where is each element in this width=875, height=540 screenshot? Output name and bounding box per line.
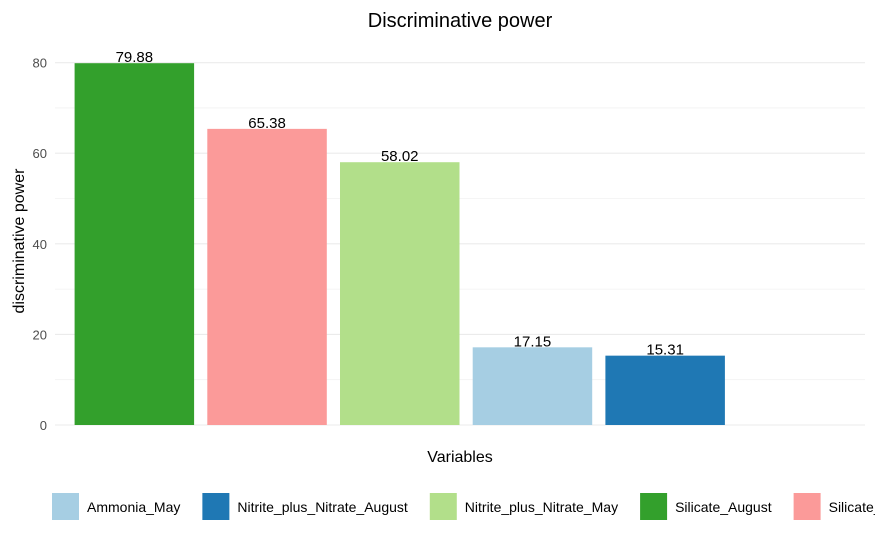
legend-swatch [202, 493, 230, 520]
legend-swatch [640, 493, 668, 520]
x-axis-label: Variables [427, 449, 493, 466]
y-axis-ticks: 0 20 40 60 80 [33, 56, 47, 433]
data-label: 79.88 [116, 49, 154, 66]
data-label: 65.38 [248, 115, 286, 132]
legend-label: Nitrite_plus_Nitrate_August [237, 499, 408, 515]
legend-item: Silicate_May [793, 493, 875, 520]
y-tick-label: 0 [40, 418, 47, 433]
data-label: 58.02 [381, 148, 419, 165]
legend-label: Silicate_May [829, 499, 875, 515]
y-tick-label: 20 [33, 327, 47, 342]
legend-label: Nitrite_plus_Nitrate_May [465, 499, 618, 515]
legend-label: Ammonia_May [87, 499, 180, 515]
data-label: 15.31 [646, 342, 684, 359]
legend-swatch [793, 493, 821, 520]
bars [74, 63, 725, 426]
bar-silicate_august [74, 63, 195, 426]
y-axis-label: discriminative power [11, 168, 28, 314]
y-tick-label: 60 [33, 146, 47, 161]
legend-item: Silicate_August [640, 493, 772, 520]
legend-swatch [429, 493, 457, 520]
bar-silicate_may [207, 128, 327, 425]
legend-swatch [52, 493, 79, 520]
legend-item: Nitrite_plus_Nitrate_August [202, 493, 408, 520]
legend: Ammonia_May Nitrite_plus_Nitrate_August Ni… [52, 493, 875, 520]
legend-label: Silicate_August [675, 499, 772, 515]
chart-title: Discriminative power [368, 10, 553, 32]
bar-nitrite_plus_nitrate_august [605, 355, 725, 425]
y-tick-label: 80 [33, 56, 47, 71]
legend-item: Nitrite_plus_Nitrate_May [429, 493, 618, 520]
y-tick-label: 40 [33, 237, 47, 252]
bar-nitrite_plus_nitrate_may [340, 162, 460, 425]
data-labels: 79.88 65.38 58.02 17.15 15.31 [116, 49, 684, 358]
legend-item: Ammonia_May [52, 493, 180, 520]
data-label: 17.15 [514, 333, 552, 350]
bar-ammonia_may [472, 347, 593, 425]
